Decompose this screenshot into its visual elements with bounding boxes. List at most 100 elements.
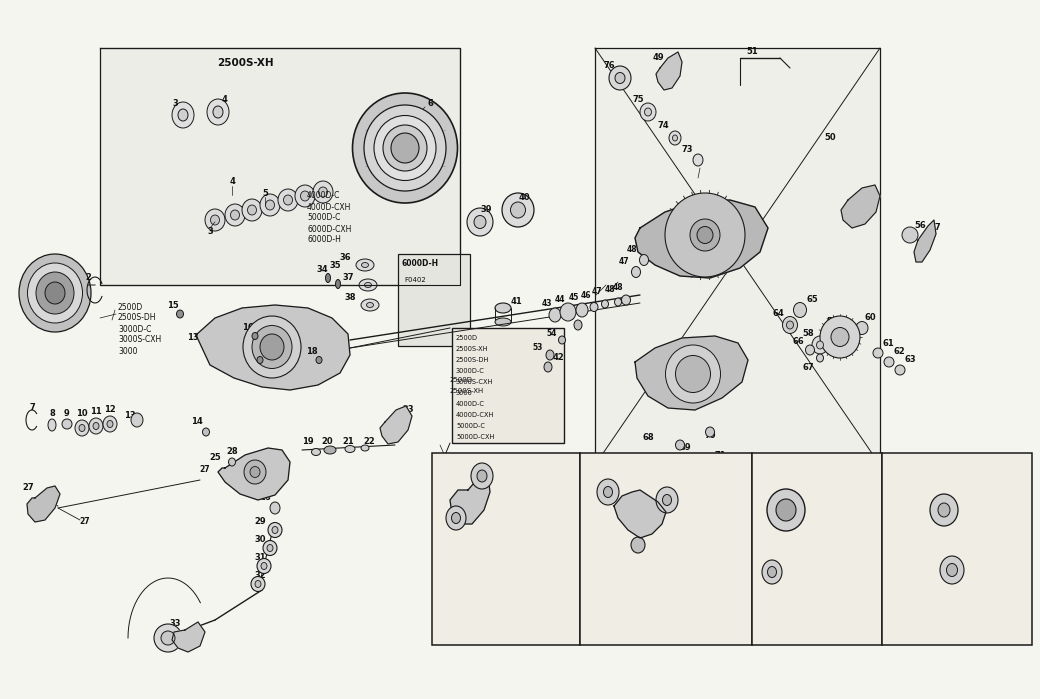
- Text: 20: 20: [321, 438, 333, 447]
- Polygon shape: [635, 336, 748, 410]
- Ellipse shape: [359, 279, 378, 291]
- Polygon shape: [595, 48, 880, 465]
- Text: 30: 30: [254, 535, 266, 545]
- Text: 63: 63: [904, 356, 916, 364]
- Ellipse shape: [75, 420, 89, 436]
- Bar: [452, 328, 564, 443]
- Text: 60: 60: [864, 312, 876, 322]
- Text: 13: 13: [187, 333, 199, 343]
- Bar: [580, 453, 752, 645]
- Text: 43: 43: [542, 298, 552, 308]
- Text: 3000D-C: 3000D-C: [456, 368, 485, 374]
- Text: 2500S-XH: 2500S-XH: [450, 388, 485, 394]
- Ellipse shape: [364, 105, 446, 191]
- Text: 45: 45: [569, 294, 579, 303]
- Text: 57: 57: [929, 224, 941, 233]
- Circle shape: [154, 624, 182, 652]
- Text: 3000S-CXH: 3000S-CXH: [118, 336, 161, 345]
- Text: 15: 15: [167, 301, 179, 310]
- Ellipse shape: [248, 205, 257, 215]
- Text: 6: 6: [427, 99, 433, 108]
- Text: 6000D-H: 6000D-H: [402, 259, 439, 268]
- Polygon shape: [656, 52, 682, 90]
- Ellipse shape: [326, 273, 331, 282]
- Text: 48: 48: [604, 285, 616, 294]
- Text: 19: 19: [303, 438, 314, 447]
- Circle shape: [873, 348, 883, 358]
- Ellipse shape: [270, 502, 280, 514]
- Text: 27: 27: [80, 517, 90, 526]
- Text: 4: 4: [229, 178, 235, 187]
- Ellipse shape: [312, 449, 320, 456]
- Text: 2: 2: [85, 273, 90, 282]
- Ellipse shape: [471, 463, 493, 489]
- Text: 4000D-C: 4000D-C: [307, 192, 340, 201]
- Ellipse shape: [272, 526, 278, 533]
- Ellipse shape: [495, 318, 511, 326]
- Ellipse shape: [255, 580, 261, 587]
- Ellipse shape: [374, 115, 436, 180]
- Text: 5000D-C: 5000D-C: [307, 213, 340, 222]
- Ellipse shape: [609, 66, 631, 90]
- Ellipse shape: [79, 424, 85, 431]
- Text: 9: 9: [64, 408, 70, 417]
- Text: 53: 53: [532, 343, 543, 352]
- Ellipse shape: [284, 195, 292, 205]
- Text: 3: 3: [173, 99, 178, 108]
- Ellipse shape: [250, 466, 260, 477]
- Text: 11: 11: [90, 408, 102, 417]
- Text: 12: 12: [104, 405, 115, 415]
- Polygon shape: [450, 476, 490, 524]
- Ellipse shape: [103, 416, 116, 432]
- Ellipse shape: [656, 487, 678, 513]
- Text: 62: 62: [893, 347, 905, 356]
- Text: 2500S-DH: 2500S-DH: [584, 631, 627, 640]
- Text: 35: 35: [330, 261, 341, 270]
- Ellipse shape: [820, 316, 860, 358]
- Ellipse shape: [590, 303, 598, 312]
- Ellipse shape: [812, 336, 828, 354]
- Ellipse shape: [252, 326, 292, 368]
- Text: 24: 24: [439, 454, 451, 463]
- Text: 3000: 3000: [834, 514, 854, 524]
- Ellipse shape: [257, 356, 263, 363]
- Ellipse shape: [252, 333, 258, 340]
- Ellipse shape: [336, 280, 340, 289]
- Ellipse shape: [474, 215, 486, 229]
- Text: 8: 8: [49, 408, 55, 417]
- Ellipse shape: [263, 540, 277, 556]
- Ellipse shape: [27, 263, 82, 323]
- Text: 5000D-C: 5000D-C: [456, 423, 485, 429]
- Text: 6000D-H: 6000D-H: [307, 236, 341, 245]
- Ellipse shape: [268, 522, 282, 538]
- Text: 2500D: 2500D: [456, 335, 478, 341]
- Ellipse shape: [451, 512, 461, 524]
- Ellipse shape: [938, 503, 950, 517]
- Ellipse shape: [260, 194, 280, 216]
- Text: F0402: F0402: [404, 277, 425, 283]
- Ellipse shape: [768, 489, 805, 531]
- Text: 70: 70: [704, 431, 716, 440]
- Ellipse shape: [383, 125, 427, 171]
- Polygon shape: [172, 622, 205, 652]
- Ellipse shape: [697, 226, 713, 243]
- Ellipse shape: [356, 259, 374, 271]
- Text: 3000: 3000: [118, 347, 137, 356]
- Ellipse shape: [229, 458, 235, 466]
- Polygon shape: [196, 305, 350, 390]
- Ellipse shape: [690, 219, 720, 251]
- Ellipse shape: [705, 427, 714, 437]
- Ellipse shape: [278, 189, 298, 211]
- Ellipse shape: [244, 460, 266, 484]
- Ellipse shape: [782, 317, 798, 333]
- Text: 76: 76: [603, 62, 615, 71]
- Circle shape: [161, 631, 175, 645]
- Text: 4000D-CXH: 4000D-CXH: [307, 203, 352, 212]
- Text: 55: 55: [565, 312, 575, 322]
- Text: 2500D: 2500D: [450, 377, 473, 383]
- Text: 1: 1: [43, 278, 49, 287]
- Text: 32: 32: [254, 572, 266, 580]
- Polygon shape: [614, 490, 666, 538]
- Text: 48: 48: [613, 284, 623, 292]
- Ellipse shape: [669, 131, 681, 145]
